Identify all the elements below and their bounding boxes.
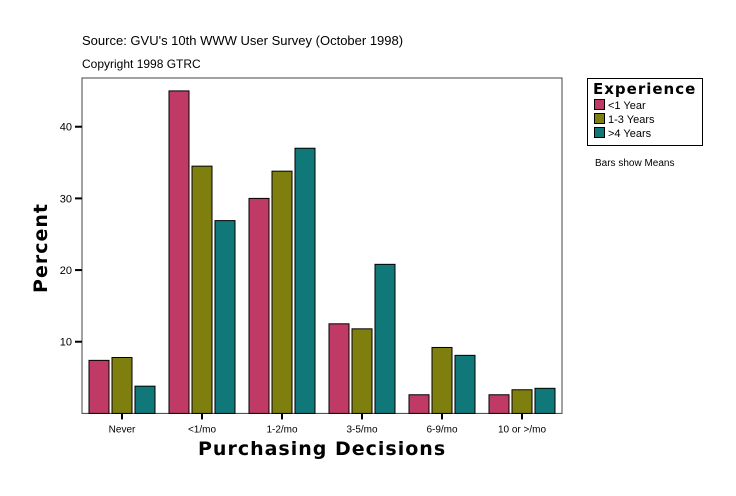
chart-note: Bars show Means (595, 158, 675, 169)
bar (214, 220, 236, 414)
bar (374, 263, 396, 414)
legend-swatch (594, 113, 605, 124)
bar (191, 165, 213, 414)
chart-title: Source: GVU's 10th WWW User Survey (Octo… (82, 33, 404, 48)
x-tick-label: Never (109, 424, 136, 435)
legend-label: 1-3 Years (608, 114, 655, 126)
y-tick-label: 40 (60, 122, 72, 134)
x-tick-label: 10 or >/mo (498, 424, 547, 435)
bar (408, 394, 430, 414)
bar (168, 90, 190, 414)
bar (134, 385, 156, 414)
x-axis-label: Purchasing Decisions (198, 438, 447, 460)
x-tick-label: 1-2/mo (266, 424, 298, 435)
bar (271, 170, 293, 414)
y-axis-label: Percent (30, 203, 52, 293)
bar (248, 197, 270, 414)
legend-item: <1 Year (594, 99, 646, 112)
plot-frame (81, 77, 563, 414)
bar (294, 147, 316, 414)
legend: Experience <1 Year 1-3 Years >4 Years (587, 78, 703, 146)
bar (351, 328, 373, 414)
legend-swatch (594, 127, 605, 138)
bar (88, 359, 110, 414)
bar (488, 394, 510, 414)
bar (534, 387, 556, 414)
x-tick-label: 6-9/mo (426, 424, 458, 435)
y-tick-label: 30 (60, 193, 72, 205)
y-tick-label: 20 (60, 265, 72, 277)
bar (328, 323, 350, 414)
bar (454, 354, 476, 414)
bar (111, 357, 133, 414)
bar (511, 389, 533, 414)
x-tick-label: 3-5/mo (346, 424, 378, 435)
legend-item: 1-3 Years (594, 113, 654, 126)
legend-swatch (594, 99, 605, 110)
legend-title: Experience (593, 80, 697, 98)
bar (431, 346, 453, 414)
legend-item: >4 Years (594, 127, 651, 140)
x-tick-label: <1/mo (188, 424, 217, 435)
legend-label: >4 Years (608, 128, 652, 140)
chart-subtitle: Copyright 1998 GTRC (82, 57, 201, 71)
y-tick-label: 10 (60, 337, 72, 349)
legend-label: <1 Year (608, 100, 646, 112)
